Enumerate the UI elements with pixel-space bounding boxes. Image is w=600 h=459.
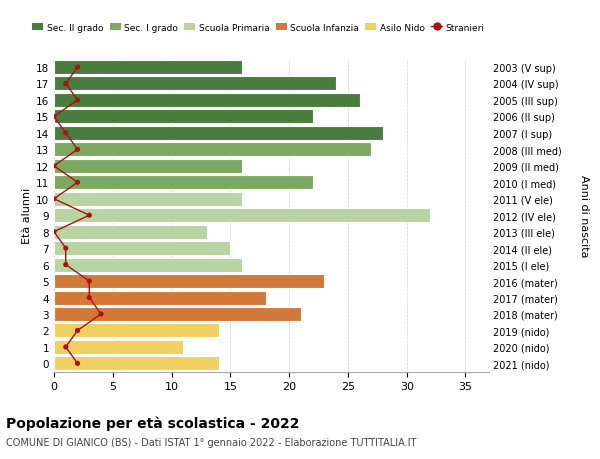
Point [73, 146, 82, 154]
Point [85, 212, 94, 219]
Bar [54, 225, 207, 239]
Bar [54, 308, 301, 321]
Point [61, 343, 71, 351]
Point [61, 261, 71, 269]
Bar [54, 324, 218, 338]
Point [49, 229, 59, 236]
Point [61, 81, 71, 88]
Bar [54, 159, 242, 174]
Point [73, 360, 82, 367]
Point [73, 97, 82, 104]
Bar [54, 241, 230, 256]
Y-axis label: Anni di nascita: Anni di nascita [578, 174, 589, 257]
Point [61, 245, 71, 252]
Point [73, 327, 82, 335]
Bar [54, 110, 313, 124]
Bar [54, 357, 218, 370]
Bar [54, 77, 336, 91]
Point [73, 179, 82, 186]
Bar [54, 192, 242, 206]
Point [49, 196, 59, 203]
Bar [54, 258, 242, 272]
Point [49, 113, 59, 121]
Point [85, 278, 94, 285]
Bar [54, 274, 325, 288]
Point [85, 294, 94, 302]
Point [96, 311, 106, 318]
Bar [54, 61, 242, 75]
Legend: Sec. II grado, Sec. I grado, Scuola Primaria, Scuola Infanzia, Asilo Nido, Stran: Sec. II grado, Sec. I grado, Scuola Prim… [32, 23, 485, 33]
Bar [54, 176, 313, 190]
Bar [54, 209, 430, 223]
Point [61, 130, 71, 137]
Bar [54, 143, 371, 157]
Bar [54, 340, 184, 354]
Bar [54, 291, 266, 305]
Text: COMUNE DI GIANICO (BS) - Dati ISTAT 1° gennaio 2022 - Elaborazione TUTTITALIA.IT: COMUNE DI GIANICO (BS) - Dati ISTAT 1° g… [6, 437, 416, 447]
Bar [54, 127, 383, 140]
Y-axis label: Età alunni: Età alunni [22, 188, 32, 244]
Point [73, 64, 82, 72]
Bar [54, 94, 359, 108]
Point [49, 163, 59, 170]
Text: Popolazione per età scolastica - 2022: Popolazione per età scolastica - 2022 [6, 415, 299, 430]
